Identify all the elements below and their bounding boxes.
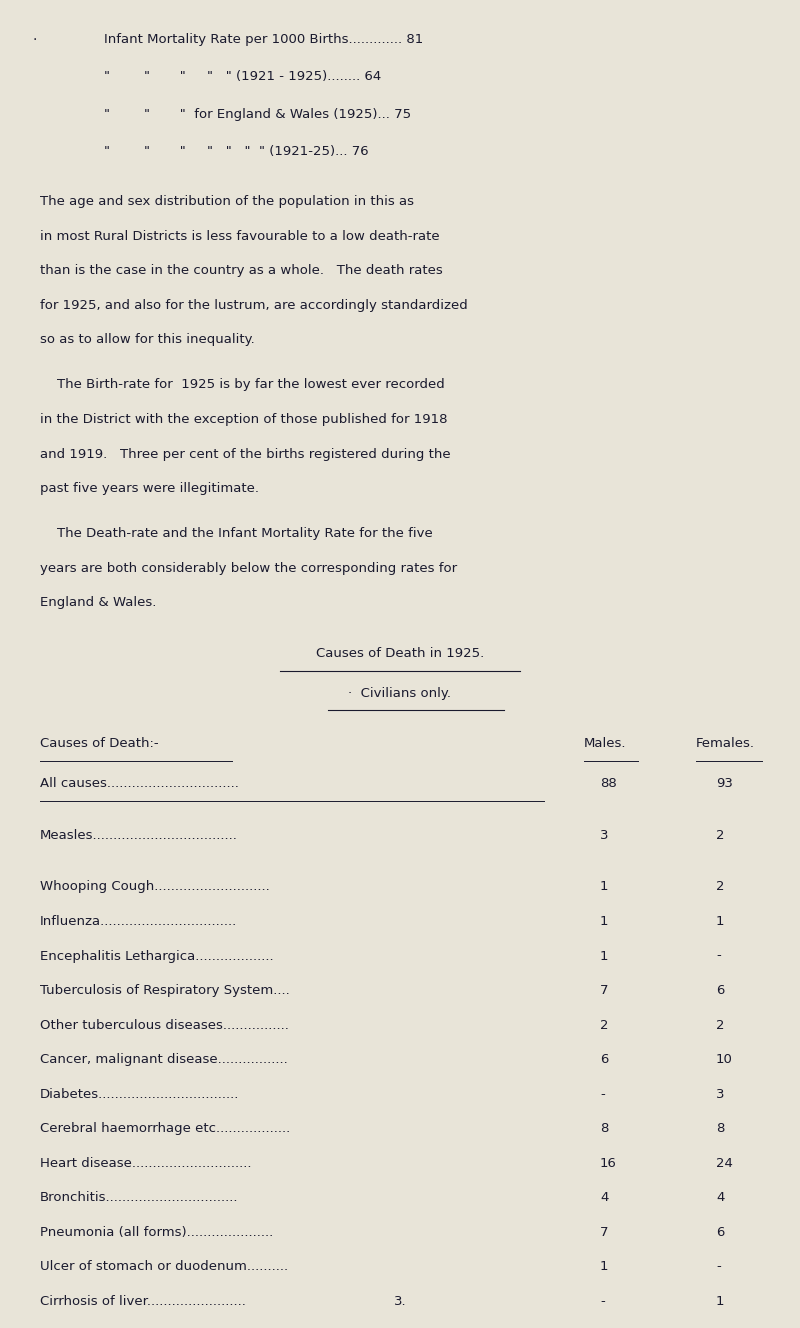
Text: 2: 2 [716, 880, 725, 894]
Text: 1: 1 [600, 950, 609, 963]
Text: Males.: Males. [584, 737, 626, 750]
Text: Cirrhosis of liver........................: Cirrhosis of liver......................… [40, 1295, 246, 1308]
Text: 88: 88 [600, 777, 617, 790]
Text: Whooping Cough............................: Whooping Cough..........................… [40, 880, 270, 894]
Text: 8: 8 [716, 1122, 724, 1135]
Text: past five years were illegitimate.: past five years were illegitimate. [40, 482, 259, 495]
Text: than is the case in the country as a whole.   The death rates: than is the case in the country as a who… [40, 264, 442, 278]
Text: 1: 1 [716, 1295, 725, 1308]
Text: Infant Mortality Rate per 1000 Births............. 81: Infant Mortality Rate per 1000 Births...… [104, 33, 423, 46]
Text: and 1919.   Three per cent of the births registered during the: and 1919. Three per cent of the births r… [40, 448, 450, 461]
Text: Other tuberculous diseases................: Other tuberculous diseases..............… [40, 1019, 289, 1032]
Text: 2: 2 [600, 1019, 609, 1032]
Text: 10: 10 [716, 1053, 733, 1066]
Text: The age and sex distribution of the population in this as: The age and sex distribution of the popu… [40, 195, 414, 208]
Text: 3: 3 [716, 1088, 725, 1101]
Text: -: - [716, 950, 721, 963]
Text: "        "       "     "   " (1921 - 1925)........ 64: " " " " " (1921 - 1925)........ 64 [104, 70, 382, 84]
Text: 2: 2 [716, 829, 725, 842]
Text: Measles...................................: Measles.................................… [40, 829, 238, 842]
Text: All causes................................: All causes..............................… [40, 777, 239, 790]
Text: 1: 1 [600, 880, 609, 894]
Text: Diabetes..................................: Diabetes................................… [40, 1088, 239, 1101]
Text: ·  Civilians only.: · Civilians only. [349, 687, 451, 700]
Text: Bronchitis................................: Bronchitis..............................… [40, 1191, 238, 1204]
Text: 7: 7 [600, 984, 609, 997]
Text: Pneumonia (all forms).....................: Pneumonia (all forms)...................… [40, 1226, 274, 1239]
Text: 1: 1 [600, 1260, 609, 1274]
Text: 6: 6 [716, 1226, 724, 1239]
Text: The Death-rate and the Infant Mortality Rate for the five: The Death-rate and the Infant Mortality … [40, 527, 433, 540]
Text: -: - [600, 1088, 605, 1101]
Text: 4: 4 [600, 1191, 608, 1204]
Text: 3.: 3. [394, 1295, 406, 1308]
Text: 16: 16 [600, 1157, 617, 1170]
Text: Females.: Females. [696, 737, 755, 750]
Text: 6: 6 [600, 1053, 608, 1066]
Text: 3: 3 [600, 829, 609, 842]
Text: Causes of Death in 1925.: Causes of Death in 1925. [316, 647, 484, 660]
Text: for 1925, and also for the lustrum, are accordingly standardized: for 1925, and also for the lustrum, are … [40, 299, 468, 312]
Text: 4: 4 [716, 1191, 724, 1204]
Text: Causes of Death:-: Causes of Death:- [40, 737, 158, 750]
Text: 6: 6 [716, 984, 724, 997]
Text: -: - [716, 1260, 721, 1274]
Text: 7: 7 [600, 1226, 609, 1239]
Text: ·: · [32, 33, 36, 48]
Text: Ulcer of stomach or duodenum..........: Ulcer of stomach or duodenum.......... [40, 1260, 288, 1274]
Text: "        "       "  for England & Wales (1925)... 75: " " " for England & Wales (1925)... 75 [104, 108, 411, 121]
Text: 1: 1 [716, 915, 725, 928]
Text: Cancer, malignant disease.................: Cancer, malignant disease...............… [40, 1053, 288, 1066]
Text: 8: 8 [600, 1122, 608, 1135]
Text: in the District with the exception of those published for 1918: in the District with the exception of th… [40, 413, 447, 426]
Text: 2: 2 [716, 1019, 725, 1032]
Text: Tuberculosis of Respiratory System....: Tuberculosis of Respiratory System.... [40, 984, 290, 997]
Text: so as to allow for this inequality.: so as to allow for this inequality. [40, 333, 254, 347]
Text: "        "       "     "   "   "  " (1921-25)... 76: " " " " " " " (1921-25)... 76 [104, 145, 369, 158]
Text: 1: 1 [600, 915, 609, 928]
Text: -: - [600, 1295, 605, 1308]
Text: Encephalitis Lethargica...................: Encephalitis Lethargica.................… [40, 950, 274, 963]
Text: in most Rural Districts is less favourable to a low death-rate: in most Rural Districts is less favourab… [40, 230, 440, 243]
Text: England & Wales.: England & Wales. [40, 596, 156, 610]
Text: 24: 24 [716, 1157, 733, 1170]
Text: Cerebral haemorrhage etc..................: Cerebral haemorrhage etc................… [40, 1122, 290, 1135]
Text: 93: 93 [716, 777, 733, 790]
Text: Influenza.................................: Influenza...............................… [40, 915, 238, 928]
Text: years are both considerably below the corresponding rates for: years are both considerably below the co… [40, 562, 457, 575]
Text: Heart disease.............................: Heart disease...........................… [40, 1157, 251, 1170]
Text: The Birth-rate for  1925 is by far the lowest ever recorded: The Birth-rate for 1925 is by far the lo… [40, 378, 445, 392]
